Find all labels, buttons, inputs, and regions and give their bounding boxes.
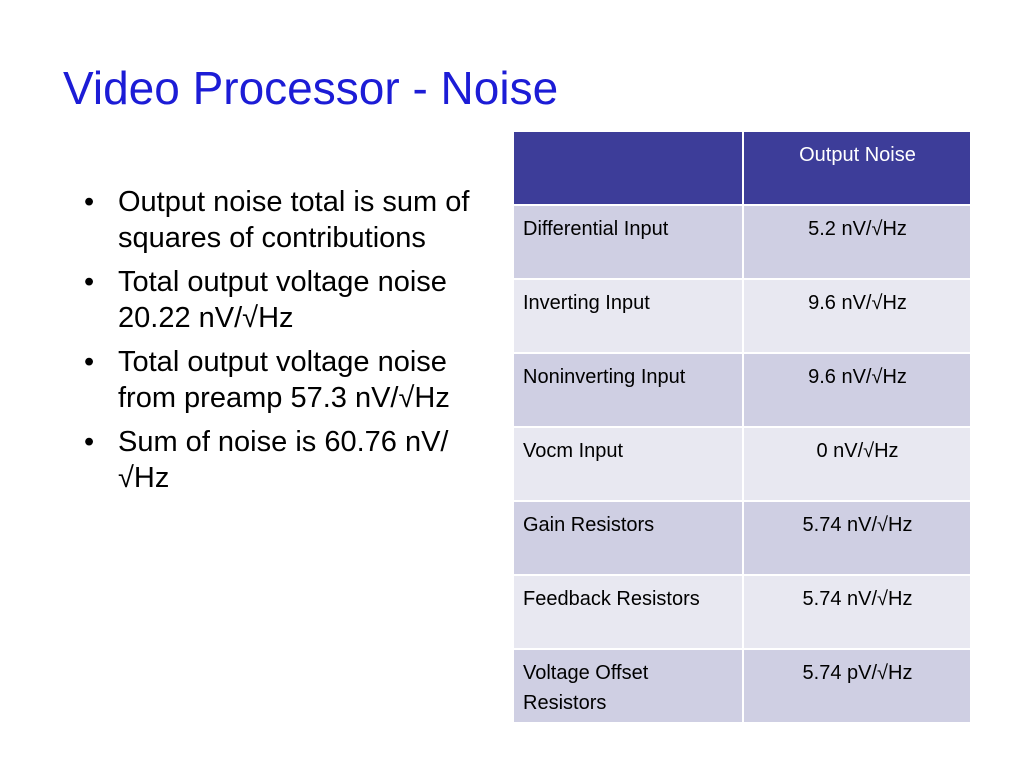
row-value: 5.2 nV/√Hz [742, 204, 972, 280]
slide-title: Video Processor - Noise [63, 62, 559, 114]
row-label: Feedback Resistors [512, 574, 744, 650]
row-label: Voltage Offset Resistors [512, 648, 744, 724]
row-value: 0 nV/√Hz [742, 426, 972, 502]
bullet-dot-icon: • [84, 346, 95, 378]
bullet-text: Total output voltage noise from preamp 5… [118, 346, 450, 414]
table-row: Inverting Input 9.6 nV/√Hz [512, 278, 972, 354]
row-value: 9.6 nV/√Hz [742, 352, 972, 428]
table-row: Noninverting Input 9.6 nV/√Hz [512, 352, 972, 428]
table-row: Voltage Offset Resistors 5.74 pV/√Hz [512, 648, 972, 724]
row-value: 5.74 nV/√Hz [742, 574, 972, 650]
row-value: 9.6 nV/√Hz [742, 278, 972, 354]
row-label: Noninverting Input [512, 352, 744, 428]
bullet-item: • Total output voltage noise from preamp … [78, 344, 488, 416]
header-cell-blank [512, 130, 744, 206]
row-label: Vocm Input [512, 426, 744, 502]
bullet-text: Total output voltage noise 20.22 nV/√Hz [118, 266, 447, 334]
table-row: Vocm Input 0 nV/√Hz [512, 426, 972, 502]
bullet-dot-icon: • [84, 186, 95, 218]
header-cell-output-noise: Output Noise [742, 130, 972, 206]
bullet-text: Output noise total is sum of squares of … [118, 186, 470, 254]
row-label: Inverting Input [512, 278, 744, 354]
bullet-item: • Output noise total is sum of squares of… [78, 184, 488, 256]
row-value: 5.74 pV/√Hz [742, 648, 972, 724]
bullet-text: Sum of noise is 60.76 nV/√Hz [118, 426, 449, 494]
bullet-item: • Sum of noise is 60.76 nV/√Hz [78, 424, 488, 496]
row-label: Gain Resistors [512, 500, 744, 576]
bullet-dot-icon: • [84, 426, 95, 458]
row-label: Differential Input [512, 204, 744, 280]
bullet-item: • Total output voltage noise 20.22 nV/√Hz [78, 264, 488, 336]
bullet-dot-icon: • [84, 266, 95, 298]
table-row: Gain Resistors 5.74 nV/√Hz [512, 500, 972, 576]
noise-table: Output Noise Differential Input 5.2 nV/√… [512, 130, 972, 724]
table-row: Differential Input 5.2 nV/√Hz [512, 204, 972, 280]
row-value: 5.74 nV/√Hz [742, 500, 972, 576]
bullet-list: • Output noise total is sum of squares of… [78, 184, 488, 504]
table-header-row: Output Noise [512, 130, 972, 206]
table-row: Feedback Resistors 5.74 nV/√Hz [512, 574, 972, 650]
